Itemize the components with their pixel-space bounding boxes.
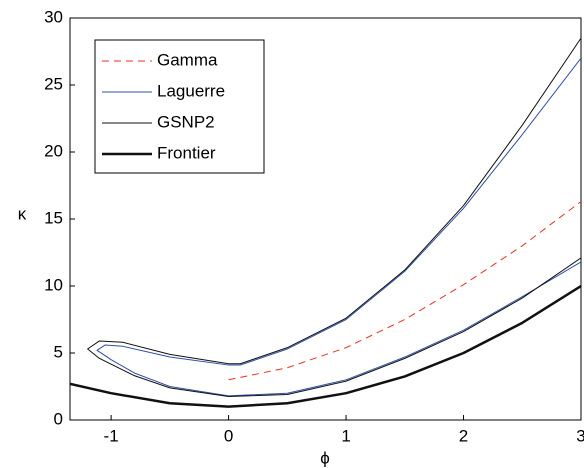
- x-tick-label: 1: [341, 426, 350, 445]
- legend-label: Laguerre: [157, 81, 225, 100]
- x-tick-label: 0: [224, 426, 233, 445]
- y-tick-label: 30: [44, 7, 63, 26]
- y-tick-label: 10: [44, 275, 63, 294]
- series-line: [70, 284, 581, 408]
- y-tick-label: 20: [44, 141, 63, 160]
- series-line: [228, 201, 581, 381]
- x-axis-label: ϕ: [320, 448, 330, 467]
- series-line: [87, 37, 581, 398]
- x-tick-label: 3: [576, 426, 584, 445]
- y-tick-label: 15: [44, 208, 63, 227]
- x-tick-label: 2: [459, 426, 468, 445]
- legend-label: Gamma: [157, 50, 218, 69]
- y-tick-label: 25: [44, 74, 63, 93]
- series-line: [96, 57, 581, 397]
- legend-label: Frontier: [157, 143, 216, 162]
- y-tick-label: 5: [54, 342, 63, 361]
- x-tick-label: -1: [104, 426, 119, 445]
- y-tick-label: 0: [54, 409, 63, 428]
- legend-box: [94, 39, 265, 174]
- series-group: [70, 37, 581, 408]
- y-axis-label: κ: [18, 204, 27, 223]
- legend-label: GSNP2: [157, 112, 215, 131]
